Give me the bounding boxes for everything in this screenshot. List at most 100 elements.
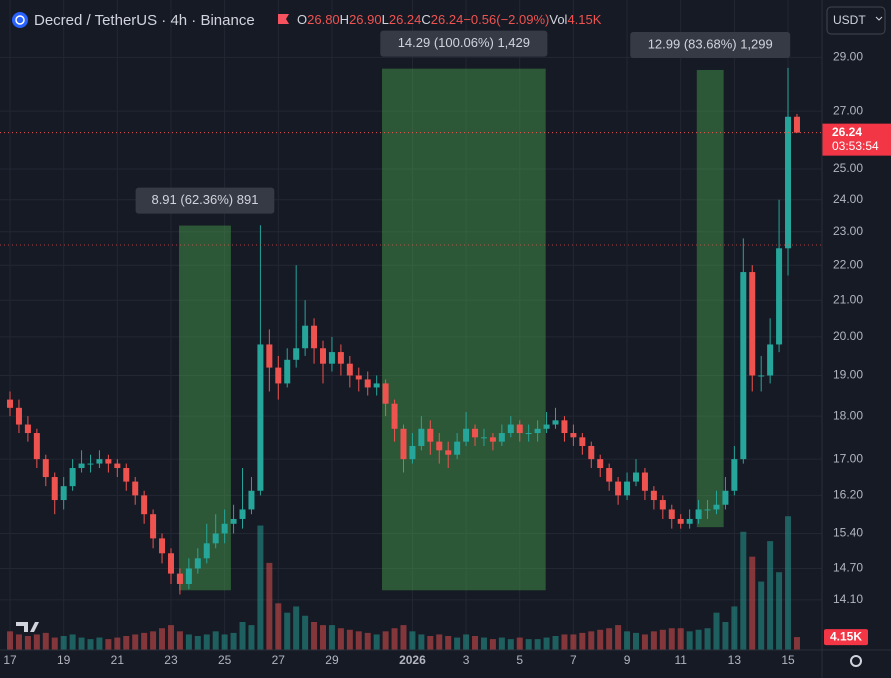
x-tick-label: 11 (674, 653, 687, 667)
candle-body (704, 509, 711, 511)
volume-bar (33, 634, 40, 650)
symbol-icon (12, 12, 28, 28)
volume-bar (123, 636, 130, 650)
candle-body (677, 518, 684, 524)
candle-body (7, 399, 14, 408)
measure-box (382, 68, 546, 591)
x-tick-label: 9 (624, 653, 631, 667)
y-tick-label: 16.20 (833, 488, 863, 502)
volume-bar (767, 541, 774, 650)
measure-box (696, 69, 724, 528)
volume-bar (51, 637, 58, 650)
settings-button[interactable] (850, 655, 862, 667)
candle-body (284, 359, 291, 384)
volume-bar (364, 632, 371, 650)
volume-bar (615, 625, 622, 650)
candle-body (221, 523, 228, 534)
legend-key: C (421, 12, 430, 27)
candle-body (355, 375, 362, 380)
last-price-box (822, 123, 891, 156)
candle-body (114, 463, 121, 469)
legend-value: 26.90 (349, 12, 382, 27)
candle-body (203, 543, 210, 559)
volume-bar (167, 625, 174, 650)
candle-body (722, 490, 729, 505)
candle-body (105, 459, 112, 464)
volume-bar (114, 637, 121, 650)
candle-body (624, 481, 631, 496)
volume-bar (561, 634, 568, 650)
x-tick-label: 13 (728, 653, 742, 667)
legend-volume: 4.15K (567, 12, 601, 27)
candle-body (212, 533, 219, 544)
y-tick-label: 29.00 (833, 50, 863, 64)
candle-body (641, 472, 648, 491)
volume-bar (776, 572, 783, 650)
legend-key: H (340, 12, 349, 27)
volume-bar (302, 615, 309, 650)
candle-body (42, 459, 49, 478)
chart-title: Decred / TetherUS · 4h · Binance (34, 12, 255, 29)
candle-body (150, 514, 157, 539)
currency-button[interactable] (826, 6, 886, 35)
candle-body (123, 468, 130, 482)
volume-bar (248, 625, 255, 650)
volume-bar (320, 625, 327, 650)
legend-change-pct: (−2.09%) (496, 12, 549, 27)
measure-box (179, 225, 231, 591)
candle-body (686, 518, 693, 524)
candle-body (749, 272, 756, 376)
y-tick-label: 25.00 (833, 161, 863, 175)
volume-bar (150, 631, 157, 650)
volume-bar (355, 631, 362, 650)
volume-bar (534, 639, 541, 650)
candle-body (463, 428, 470, 442)
candle-body (176, 573, 183, 584)
candle-body (507, 424, 514, 434)
candle-body (552, 420, 559, 425)
candle-body (445, 450, 452, 455)
candle-body (87, 463, 94, 465)
candle-body (266, 344, 273, 368)
y-tick-label: 19.00 (833, 368, 863, 382)
measure-label-box (380, 30, 548, 57)
volume-bar (659, 629, 666, 650)
candle-body (382, 383, 389, 404)
candle-body (480, 437, 487, 439)
legend-key: Vol (549, 12, 567, 27)
volume-bar (632, 632, 639, 650)
candle-body (69, 468, 76, 487)
candle-body (293, 348, 300, 360)
volume-bar (749, 556, 756, 650)
volume-bar (266, 562, 273, 650)
candle-body (364, 379, 371, 388)
y-tick-label: 14.70 (833, 561, 863, 575)
volume-bar (579, 632, 586, 650)
volume-bar (391, 628, 398, 650)
candle-body (33, 433, 40, 460)
y-tick-label: 18.00 (833, 408, 863, 422)
volume-bar (480, 637, 487, 650)
volume-bar (328, 625, 335, 650)
candle-body (230, 518, 237, 524)
volume-bar (427, 636, 434, 650)
volume-bar (543, 637, 550, 650)
volume-bar (597, 629, 604, 650)
x-tick-label: 15 (781, 653, 795, 667)
tv-logo (16, 622, 39, 632)
volume-bar (668, 628, 675, 650)
x-tick-label: 21 (111, 653, 125, 667)
measure-label-box (630, 31, 791, 58)
candle-body (695, 509, 702, 519)
candle-body (606, 468, 613, 482)
measure-label: 8.91 (62.36%) 891 (151, 192, 258, 207)
volume-bar (24, 636, 31, 650)
candle-body (615, 481, 622, 496)
candle-body (15, 407, 22, 425)
candle-body (337, 352, 344, 364)
candle-body (731, 459, 738, 491)
candle-body (320, 348, 327, 364)
candle-body (767, 344, 774, 376)
legend-change: −0.56 (463, 12, 496, 27)
volume-bar (463, 634, 470, 650)
